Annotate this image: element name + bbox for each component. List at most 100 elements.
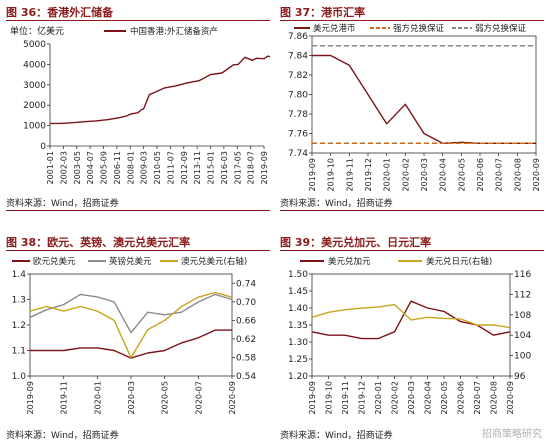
y2-tick-label: 116 xyxy=(514,270,531,280)
x-tick-label: 2019-09 xyxy=(308,158,317,191)
y-tick-label: 1.35 xyxy=(288,321,308,331)
x-tick-label: 2019-11 xyxy=(60,381,69,414)
y-tick-label: 1.3 xyxy=(12,296,26,306)
x-tick-label: 2006-11 xyxy=(113,151,122,184)
legend: 美元兑加元 美元兑日元(右轴) xyxy=(300,256,492,267)
x-tick-label: 2019-10 xyxy=(325,381,334,414)
series-0-line xyxy=(312,54,536,145)
x-tick-label: 2019-11 xyxy=(341,381,350,414)
title-rule xyxy=(280,20,544,21)
chart-fig39: 美元兑加元 美元兑日元(右轴) 1.20 1.25 1.30 1.35 1.40 1.45… xyxy=(288,256,531,414)
legend-label: 美元兑日元(右轴) xyxy=(426,256,492,267)
chart-fig37: 美元兑港币 强方兑换保证 弱方兑换保证 7.74 7.76 7.78 7.80 7.82… xyxy=(288,23,541,191)
title-rule xyxy=(280,250,544,251)
y2-tick-label: 112 xyxy=(514,290,531,300)
x-tick-label: 2020-05 xyxy=(457,158,466,191)
legend: 美元兑港币 强方兑换保证 弱方兑换保证 xyxy=(294,23,527,34)
y2-tick-label: 108 xyxy=(514,311,531,321)
series-0-line xyxy=(30,329,232,359)
legend-label: 强方兑换保证 xyxy=(393,23,445,34)
y-tick-label: 1.40 xyxy=(288,304,308,314)
y-tick-label: 1.25 xyxy=(288,355,308,365)
x-tick-label: 2002-03 xyxy=(59,151,68,184)
source-note: 资料来源：Wind，招商证券 xyxy=(6,199,119,209)
source-note: 资料来源：Wind，招商证券 xyxy=(280,431,393,441)
x-tick-label: 2012-09 xyxy=(180,151,189,184)
x-tick-label: 2020-06 xyxy=(476,158,485,191)
bottom-rule xyxy=(280,210,544,211)
x-tick-label: 2020-07 xyxy=(194,381,203,414)
y2-tick-label: 100 xyxy=(514,352,531,362)
y-tick-label: 1.20 xyxy=(288,372,308,382)
y-tick-label: 1.1 xyxy=(12,347,26,357)
x-tick-label: 2005-09 xyxy=(100,151,109,184)
x-tick-label: 2008-01 xyxy=(126,151,135,184)
y-tick-label: 3000 xyxy=(23,81,46,91)
x-tick-label: 2020-06 xyxy=(457,381,466,414)
chart-title: 图 37：港币汇率 xyxy=(280,6,366,19)
x-tick-label: 2020-09 xyxy=(532,158,541,191)
plot-area: 1.20 1.25 1.30 1.35 1.40 1.45 1.50 96 100 104 108 1… xyxy=(288,270,531,414)
y-tick-label: 7.76 xyxy=(288,130,308,140)
y-tick-label: 1.4 xyxy=(12,270,27,280)
x-tick-label: 2020-07 xyxy=(495,158,504,191)
legend-label: 欧元兑美元 xyxy=(33,256,76,267)
y-tick-label: 7.74 xyxy=(288,149,308,159)
x-tick-label: 2015-01 xyxy=(207,151,216,184)
y2-tick-label: 96 xyxy=(514,372,526,382)
watermark: 招商策略研究 xyxy=(482,429,542,440)
y-tick-label: 5000 xyxy=(23,40,46,50)
x-tick-label: 2013-11 xyxy=(193,151,202,184)
x-tick-label: 2010-05 xyxy=(153,151,162,184)
bottom-rule xyxy=(6,210,270,211)
x-tick-label: 2019-12 xyxy=(358,381,367,414)
panel-fig38: 图 38：欧元、英镑、澳元兑美元汇率 欧元兑美元 英镑兑美元 澳元兑美元(右轴)… xyxy=(6,234,270,445)
x-tick-label: 2001-01 xyxy=(46,151,55,184)
x-tick-label: 2020-04 xyxy=(424,381,433,414)
x-tick-label: 2020-04 xyxy=(439,158,448,191)
y-tick-label: 4000 xyxy=(23,60,46,70)
y-tick-label: 7.84 xyxy=(288,52,308,62)
x-tick-label: 2020-09 xyxy=(228,381,237,414)
chart-title: 图 36：香港外汇储备 xyxy=(6,6,114,19)
y-tick-label: 1.30 xyxy=(288,338,308,348)
x-tick-label: 2003-05 xyxy=(73,151,82,184)
y-tick-label: 1.50 xyxy=(288,270,308,280)
panel-fig36: 图 36：香港外汇储备 单位：亿美元 中国香港:外汇储备资产 0 1000 2000… xyxy=(6,4,270,219)
source-note: 资料来源：Wind，招商证券 xyxy=(6,431,119,441)
chart-fig38: 欧元兑美元 英镑兑美元 澳元兑美元(右轴) 1.0 1.1 1.2 1.3 1.4 0.5… xyxy=(12,256,257,414)
x-tick-label: 2020-01 xyxy=(374,381,383,414)
x-tick-label: 2019-09 xyxy=(308,381,317,414)
x-tick-label: 2020-07 xyxy=(473,381,482,414)
x-tick-label: 2019-09 xyxy=(260,151,269,184)
y2-tick-label: 0.74 xyxy=(236,279,256,289)
legend-label: 澳元兑美元(右轴) xyxy=(181,256,247,267)
x-tick-label: 2020-03 xyxy=(407,381,416,414)
x-tick-label: 2020-05 xyxy=(440,381,449,414)
unit-label: 单位：亿美元 xyxy=(10,25,64,37)
y-tick-label: 7.80 xyxy=(288,91,308,101)
x-tick-label: 2020-03 xyxy=(420,158,429,191)
plot-frame xyxy=(311,35,537,154)
y-tick-label: 7.86 xyxy=(288,32,308,42)
x-tick-label: 2018-07 xyxy=(247,151,256,184)
x-tick-label: 2011-07 xyxy=(166,151,175,184)
y-tick-label: 0 xyxy=(40,142,46,152)
x-tick-label: 2020-02 xyxy=(391,381,400,414)
plot-area: 1.0 1.1 1.2 1.3 1.4 0.54 0.58 0.62 0.66 0.70 0.74 2… xyxy=(12,270,257,414)
x-tick-label: 2020-08 xyxy=(490,381,499,414)
y-tick-label: 2000 xyxy=(23,101,46,111)
y-tick-label: 7.78 xyxy=(288,110,308,120)
panel-fig37: 图 37：港币汇率 美元兑港币 强方兑换保证 弱方兑换保证 7.74 7.76 7.… xyxy=(280,4,544,219)
x-tick-label: 2019-09 xyxy=(26,381,35,414)
legend: 中国香港:外汇储备资产 xyxy=(104,26,218,37)
x-tick-label: 2004-07 xyxy=(86,151,95,184)
chart-fig36: 单位：亿美元 中国香港:外汇储备资产 0 1000 2000 3000 4000 5000… xyxy=(10,25,270,184)
x-tick-label: 2020-05 xyxy=(161,381,170,414)
title-rule xyxy=(6,20,270,21)
legend: 欧元兑美元 英镑兑美元 澳元兑美元(右轴) xyxy=(12,256,247,267)
series-1-line xyxy=(29,293,233,334)
y-tick-label: 1000 xyxy=(23,122,46,132)
y-tick-label: 7.82 xyxy=(288,71,308,81)
y2-tick-label: 0.66 xyxy=(236,316,256,326)
